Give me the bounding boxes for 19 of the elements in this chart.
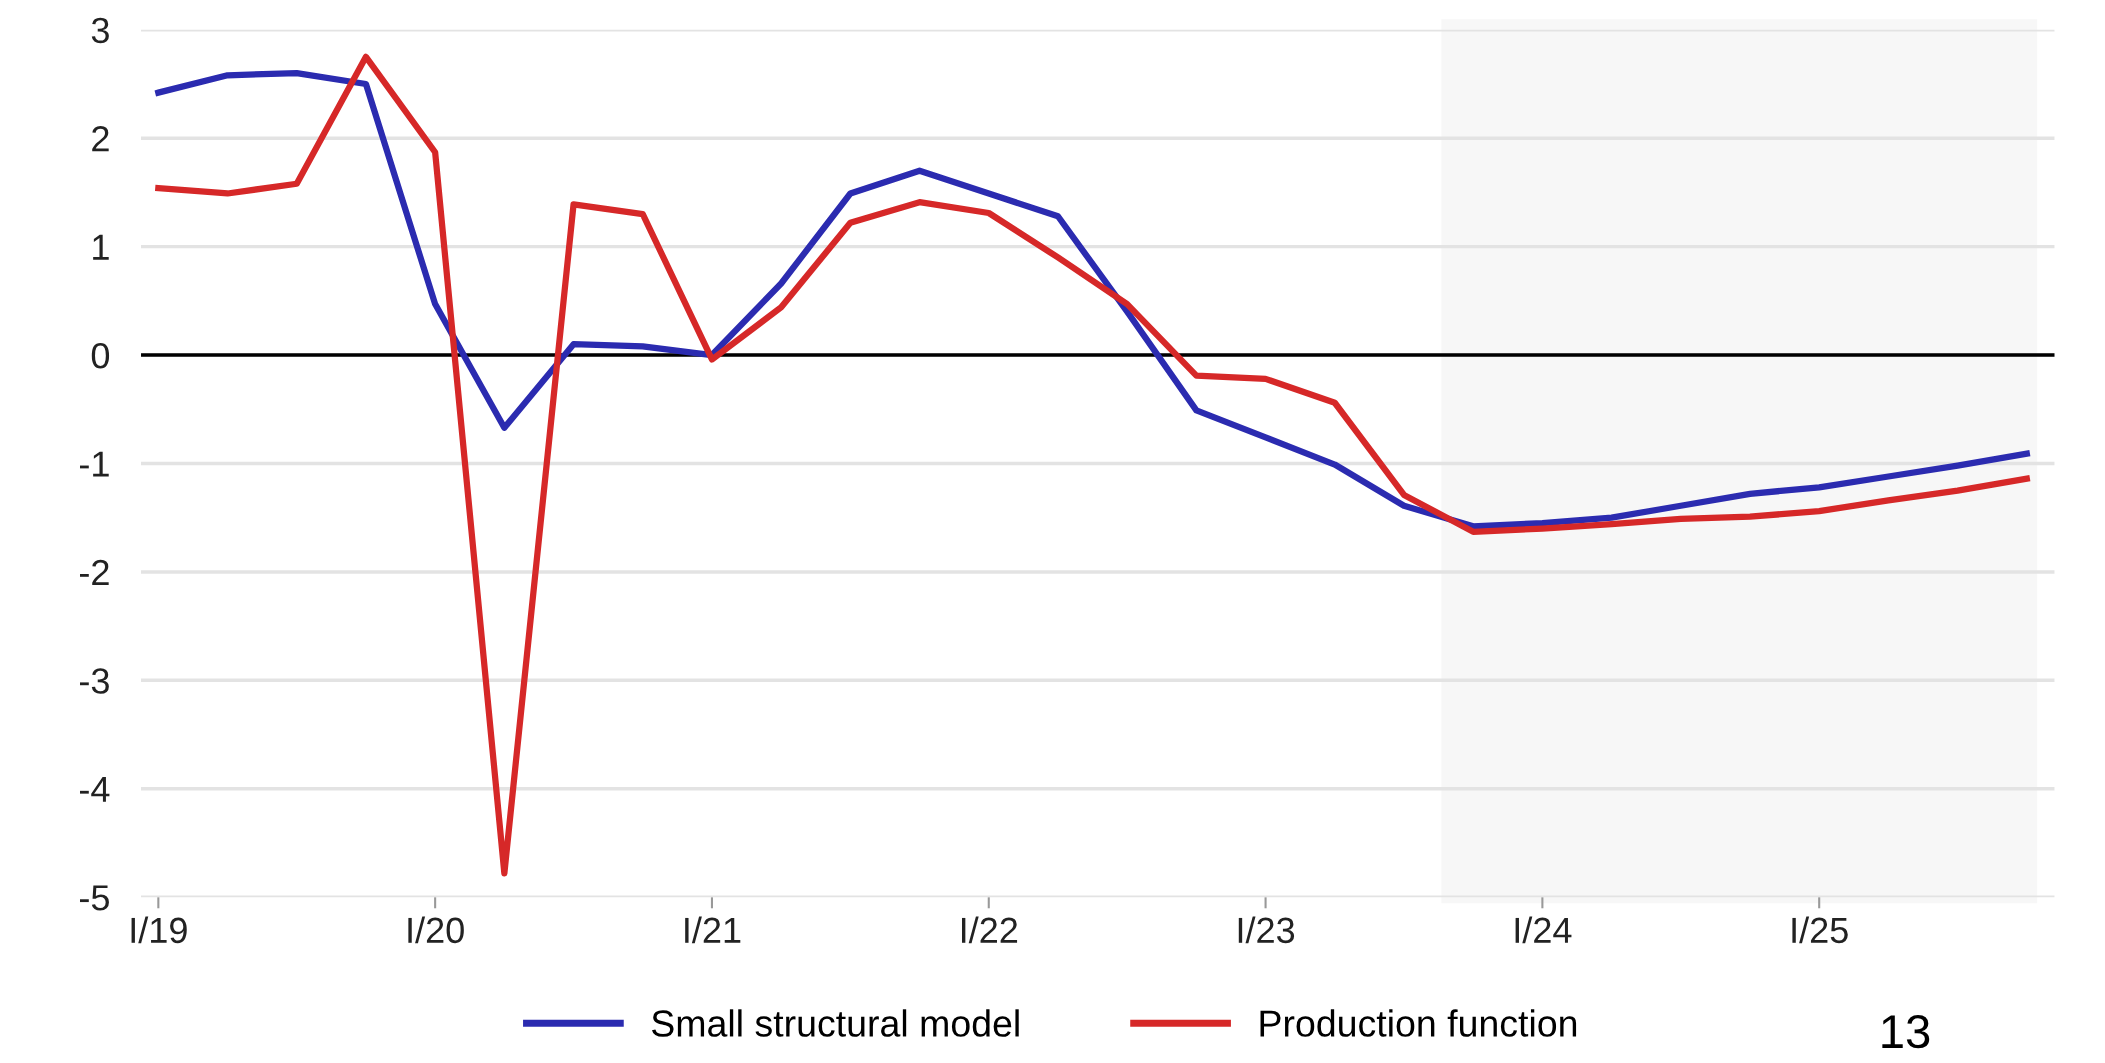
y-tick-label: 2 — [92, 126, 109, 152]
legend-label: Small structural model — [651, 1009, 1019, 1037]
y-tick-label: -4 — [79, 776, 110, 802]
y-tick-label: -3 — [79, 668, 109, 694]
y-tick-label: -2 — [79, 559, 109, 585]
text: 13 — [1882, 1014, 1930, 1049]
y-tick-label: 0 — [91, 342, 110, 369]
x-tick-label: I/19 — [131, 916, 187, 944]
y-tick-label: -1 — [79, 451, 109, 477]
y-tick-label: -5 — [79, 885, 109, 911]
y-tick-label: 3 — [91, 17, 109, 44]
x-tick-label: I/22 — [961, 916, 1018, 944]
x-tick-label: I/25 — [1792, 916, 1848, 944]
x-tick-label: I/23 — [1238, 916, 1295, 944]
x-tick-label: I/20 — [408, 916, 464, 944]
legend-label: Production function — [1260, 1009, 1577, 1037]
x-tick-label: I/24 — [1515, 916, 1572, 944]
y-tick-label: 1 — [93, 234, 109, 260]
x-tick-label: I/21 — [685, 916, 741, 944]
